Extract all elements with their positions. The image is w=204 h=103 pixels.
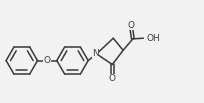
Text: O: O [108,74,115,83]
Text: O: O [127,21,134,30]
Text: O: O [43,56,50,65]
Text: OH: OH [146,34,160,43]
Text: N: N [92,49,98,57]
